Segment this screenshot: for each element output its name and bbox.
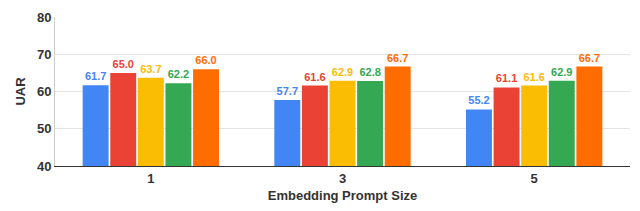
svg-text:60: 60 bbox=[37, 84, 51, 99]
svg-text:62.9: 62.9 bbox=[332, 66, 353, 78]
svg-text:50: 50 bbox=[37, 121, 51, 136]
svg-text:5: 5 bbox=[531, 171, 538, 186]
svg-text:1: 1 bbox=[147, 171, 154, 186]
svg-text:62.9: 62.9 bbox=[551, 66, 572, 78]
svg-text:66.7: 66.7 bbox=[579, 52, 600, 64]
svg-text:61.6: 61.6 bbox=[523, 71, 544, 83]
svg-text:80: 80 bbox=[37, 10, 51, 25]
svg-text:70: 70 bbox=[37, 47, 51, 62]
svg-text:UAR: UAR bbox=[13, 77, 28, 106]
svg-text:40: 40 bbox=[37, 159, 51, 174]
svg-text:55.2: 55.2 bbox=[468, 94, 489, 106]
svg-text:65.0: 65.0 bbox=[113, 58, 134, 70]
svg-text:66.0: 66.0 bbox=[195, 54, 216, 66]
svg-text:3: 3 bbox=[339, 171, 346, 186]
svg-text:61.1: 61.1 bbox=[496, 72, 517, 84]
svg-text:62.8: 62.8 bbox=[359, 66, 380, 78]
svg-text:Embedding Prompt Size: Embedding Prompt Size bbox=[268, 188, 418, 203]
svg-text:61.7: 61.7 bbox=[85, 70, 106, 82]
svg-text:57.7: 57.7 bbox=[277, 85, 298, 97]
svg-text:63.7: 63.7 bbox=[140, 63, 161, 75]
svg-text:61.6: 61.6 bbox=[304, 71, 325, 83]
svg-text:62.2: 62.2 bbox=[168, 68, 189, 80]
svg-text:66.7: 66.7 bbox=[387, 52, 408, 64]
